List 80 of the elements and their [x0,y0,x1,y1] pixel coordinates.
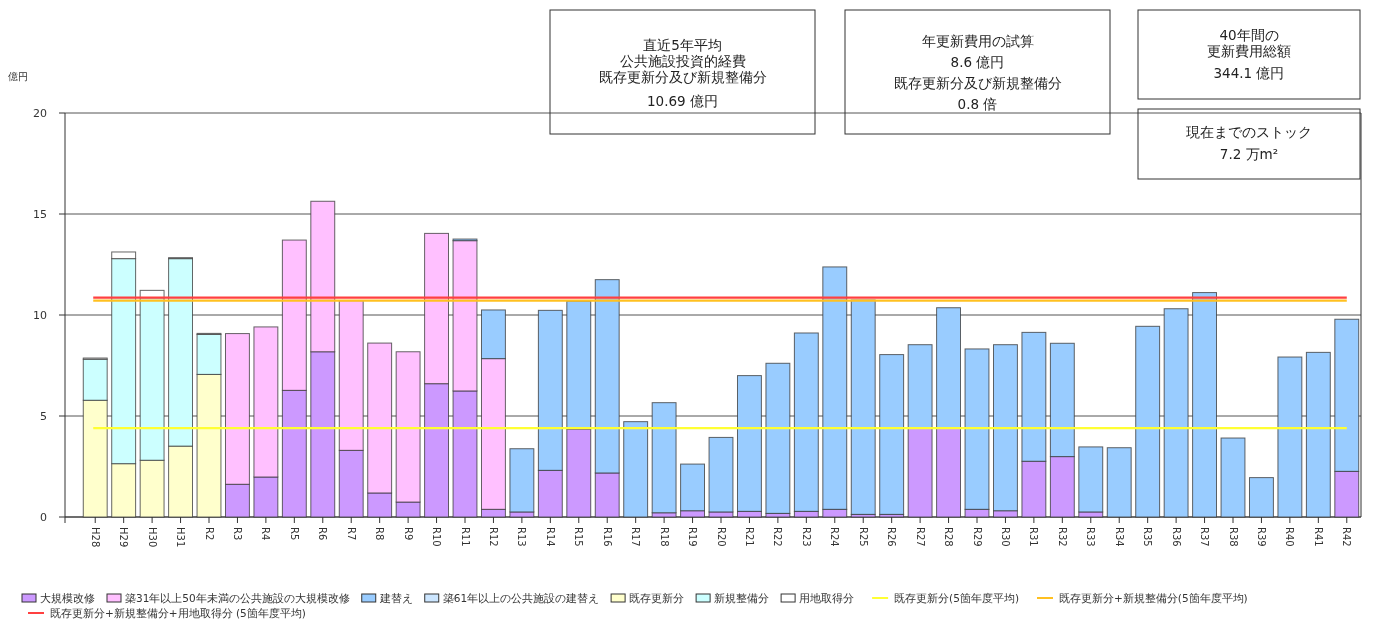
text: 直近5年平均 [643,37,722,53]
x-tick-label: R21 [743,527,755,547]
x-tick-label: R37 [1199,527,1211,547]
x-tick-label: R12 [487,527,499,547]
x-tick-label: R36 [1170,527,1182,547]
x-tick-label: R18 [658,527,670,547]
x-tick-label: R40 [1284,527,1296,547]
text: 公共施設投資的経費 [619,53,746,69]
legend-label: 用地取得分 [799,592,855,604]
text: 10.69 億円 [647,93,718,109]
legend-label: 築31年以上50年未満の公共施設の大規模改修 [125,592,350,604]
x-tick-label: R33 [1085,527,1097,547]
x-tick-label: R5 [288,527,300,541]
legend-label: 築61年以上の公共施設の建替え [442,592,600,604]
bar [850,299,876,515]
x-tick-label: R8 [374,527,386,541]
text: 既存更新分及び新規整備分 [598,69,767,85]
legend-label: 新規整備分 [714,592,770,604]
x-tick-label: R29 [971,527,983,547]
bar [907,344,933,429]
x-tick-label: R4 [260,527,272,541]
x-tick-label: R38 [1227,527,1239,547]
x-tick-label: R39 [1255,527,1267,547]
x-tick-label: R31 [1028,527,1040,547]
bar [651,402,677,514]
y-tick-label: 20 [33,107,47,120]
x-tick-label: R13 [516,527,528,547]
x-tick-label: R42 [1341,527,1353,547]
text: 0.8 倍 [957,96,998,112]
y-tick-label: 15 [33,208,47,221]
y-axis-title: 億円 [8,71,28,82]
legend-label: 建替え [378,592,413,604]
x-tick-label: H31 [175,527,187,548]
y-tick-label: 5 [40,410,47,423]
x-tick-label: R11 [459,527,471,547]
x-tick-label: R10 [431,527,443,547]
x-tick-label: R25 [857,527,869,547]
x-tick-label: R30 [999,527,1011,547]
x-tick-label: R28 [943,527,955,547]
x-tick-label: R16 [601,527,613,547]
x-tick-label: R2 [203,527,215,541]
annotation: 7.2 万m² [1219,146,1279,162]
legend-label: 大規模改修 [40,592,95,604]
text: 年更新費用の試算 [921,33,1034,49]
x-tick-label: R27 [914,527,926,547]
x-tick-label: R6 [317,527,329,541]
x-tick-label: R9 [402,527,414,541]
x-tick-label: R14 [544,527,556,547]
x-tick-label: R35 [1142,527,1154,547]
x-tick-label: R22 [772,527,784,547]
legend-label: 既存更新分+新規整備分(5箇年度平均) [1058,592,1248,604]
legend-label: 既存更新分+新規整備分+用地取得分 (5箇年度平均) [50,607,306,619]
x-tick-label: R26 [886,527,898,547]
x-tick-label: H30 [146,527,158,548]
bar [936,307,961,429]
x-tick-label: R32 [1056,527,1068,547]
x-tick-label: R15 [573,527,585,547]
text: 更新費用総額 [1207,43,1291,59]
text: 40年間の [1219,27,1279,43]
text: 8.6 億円 [950,54,1005,70]
x-tick-label: R7 [345,527,357,541]
legend-label: 既存更新分 [629,592,685,604]
y-tick-label: 10 [33,309,47,322]
x-tick-label: R23 [800,527,812,547]
x-tick-label: H28 [89,527,101,548]
bar [765,362,791,514]
x-tick-label: R19 [687,527,699,547]
text: 既存更新分及び新規整備分 [893,75,1062,91]
annotation: 現在までのストック [1186,124,1312,140]
x-tick-label: R20 [715,527,727,547]
x-tick-label: R24 [829,527,841,547]
y-tick-label: 0 [40,511,47,524]
bar [879,354,905,515]
x-tick-label: R41 [1312,527,1324,547]
x-tick-label: R17 [630,527,642,547]
text: 344.1 億円 [1213,65,1285,81]
x-tick-label: H29 [118,527,130,548]
legend-label: 既存更新分(5箇年度平均) [894,592,1019,604]
x-tick-label: R3 [231,527,243,541]
x-tick-label: R34 [1113,527,1125,547]
